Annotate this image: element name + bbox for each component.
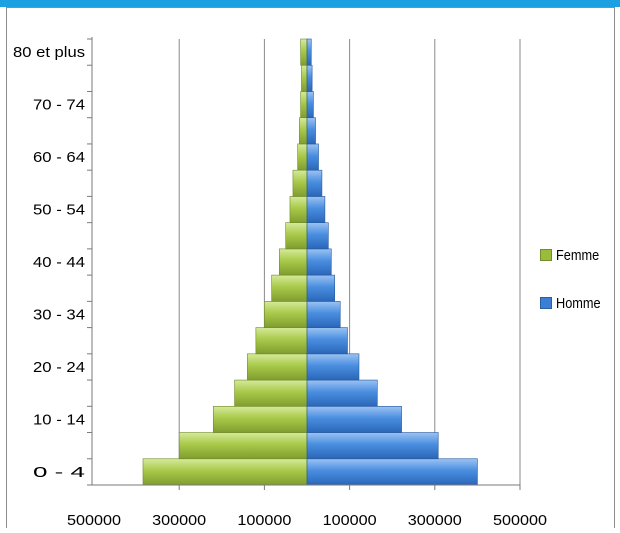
y-tick-label: 30 - 34 xyxy=(33,306,85,323)
bar-homme-55-59 xyxy=(306,169,323,197)
bar-femme-10-14 xyxy=(212,405,308,433)
y-tick-label: 80 et plus xyxy=(13,44,85,61)
bars xyxy=(142,38,478,486)
bar-homme-30-34 xyxy=(306,301,341,328)
bar-homme-50-54 xyxy=(306,196,326,223)
bar-femme-45-49 xyxy=(285,222,308,250)
bar-homme-15-19 xyxy=(306,379,378,407)
x-tick-label: 100000 xyxy=(323,512,377,529)
y-tick-label: 60 - 64 xyxy=(33,149,85,166)
x-tick-label: 500000 xyxy=(493,512,547,529)
bar-femme-75-79 xyxy=(301,64,308,92)
bar-femme-80etplus xyxy=(300,38,308,66)
bar-homme-40-44 xyxy=(306,248,332,276)
legend-label-homme: Homme xyxy=(556,294,601,312)
bar-homme-70-74 xyxy=(306,91,314,119)
window-top-bar xyxy=(0,0,620,7)
y-tick-label: 70 - 74 xyxy=(33,97,85,114)
bar-homme-20-24 xyxy=(306,353,360,381)
bar-femme-0-4 xyxy=(142,458,308,486)
bar-femme-50-54 xyxy=(289,196,308,223)
bar-femme-25-29 xyxy=(255,327,308,355)
bar-femme-35-39 xyxy=(271,274,308,302)
x-tick-label: 300000 xyxy=(152,512,206,529)
bar-femme-20-24 xyxy=(247,353,308,381)
bar-homme-10-14 xyxy=(306,405,402,433)
bar-homme-5-9 xyxy=(306,432,439,460)
bar-homme-25-29 xyxy=(306,327,348,355)
x-tick-label: 300000 xyxy=(408,512,462,529)
bar-homme-35-39 xyxy=(306,274,335,302)
y-tick-label: 50 - 54 xyxy=(33,202,85,219)
bar-homme-65-69 xyxy=(306,117,316,145)
y-tick-label: 20 - 24 xyxy=(33,359,85,376)
x-tick-label: 500000 xyxy=(67,512,121,529)
bar-homme-80etplus xyxy=(306,38,312,66)
bar-femme-15-19 xyxy=(234,379,308,407)
y-tick-label: 40 - 44 xyxy=(33,254,85,271)
bar-femme-30-34 xyxy=(264,301,308,328)
bar-femme-65-69 xyxy=(299,117,308,145)
legend-item-femme: Femme xyxy=(540,244,609,266)
bar-homme-45-49 xyxy=(306,222,329,250)
bar-femme-5-9 xyxy=(178,432,308,460)
bar-homme-60-64 xyxy=(306,143,319,171)
legend-swatch-femme xyxy=(540,249,552,261)
legend-label-femme: Femme xyxy=(556,246,600,264)
bar-femme-70-74 xyxy=(300,91,308,119)
x-tick-label: 100000 xyxy=(237,512,291,529)
legend-swatch-homme xyxy=(540,297,552,309)
bar-homme-75-79 xyxy=(306,64,313,92)
x-axis-labels: 500000 300000 100000 100000 300000 500000 xyxy=(67,512,547,529)
bar-femme-60-64 xyxy=(297,143,308,171)
bar-femme-55-59 xyxy=(292,169,308,197)
bar-femme-40-44 xyxy=(279,248,308,276)
y-axis-labels: 0 - 4 10 - 14 20 - 24 30 - 34 40 - 44 50 - 54… xyxy=(13,44,85,481)
legend: Femme Homme xyxy=(540,244,609,340)
y-tick-label: 10 - 14 xyxy=(33,411,85,428)
y-tick-label: 0 - 4 xyxy=(33,464,85,481)
legend-item-homme: Homme xyxy=(540,292,609,314)
axes xyxy=(87,37,521,490)
bar-homme-0-4 xyxy=(306,458,478,486)
